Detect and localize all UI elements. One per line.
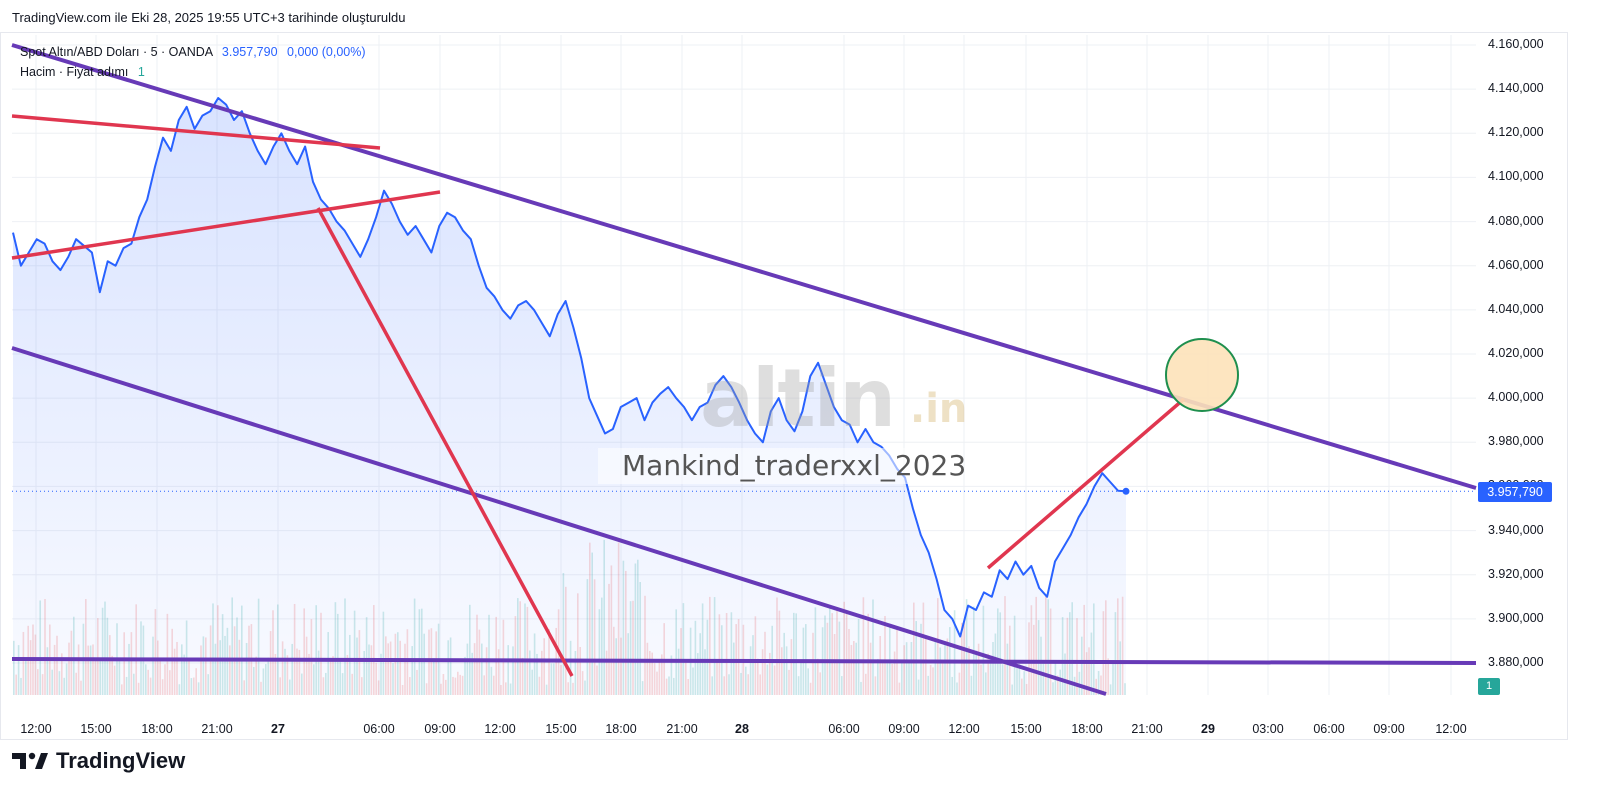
time-axis-tick: 06:00 — [363, 722, 395, 736]
legend-volume-label[interactable]: Hacim · Fiyat adımı — [20, 65, 129, 79]
resistance-trendline — [11, 114, 381, 150]
legend-change: 0,000 (0,00%) — [287, 45, 366, 59]
price-axis-tick: 3.920,000 — [1488, 566, 1544, 581]
channel-upper-line — [11, 43, 1477, 490]
time-axis-tick: 21:00 — [666, 722, 698, 736]
time-axis-tick: 09:00 — [424, 722, 456, 736]
target-projection-line — [986, 397, 1186, 570]
chart-pane[interactable] — [0, 32, 1568, 740]
price-axis-tick: 4.080,000 — [1488, 213, 1544, 228]
last-price-tag: 3.957,790 — [1478, 482, 1552, 502]
price-line — [12, 97, 1127, 638]
time-axis-tick: 12:00 — [948, 722, 980, 736]
time-axis-tick: 15:00 — [1010, 722, 1042, 736]
time-axis-tick: 06:00 — [1313, 722, 1345, 736]
rising-trendline — [11, 190, 441, 260]
watermark-username: Mankind_traderxxl_2023 — [598, 448, 966, 484]
price-area — [13, 98, 1126, 695]
price-axis-tick: 4.140,000 — [1488, 81, 1544, 96]
volume-tag: 1 — [1478, 678, 1500, 695]
time-axis-tick: 15:00 — [545, 722, 577, 736]
tradingview-brand[interactable]: TradingView — [12, 748, 185, 774]
price-axis-tick: 4.120,000 — [1488, 125, 1544, 140]
chart-legend: Spot Altın/ABD Doları · 5 · OANDA 3.957,… — [20, 42, 366, 82]
time-axis-tick: 18:00 — [1071, 722, 1103, 736]
price-axis-tick: 4.160,000 — [1488, 37, 1544, 51]
time-axis-tick: 15:00 — [80, 722, 112, 736]
time-axis-tick: 27 — [271, 722, 285, 736]
last-price-dot — [1122, 487, 1130, 495]
time-axis-tick: 12:00 — [20, 722, 52, 736]
time-axis-tick: 12:00 — [1435, 722, 1467, 736]
price-axis-tick: 4.100,000 — [1488, 169, 1544, 184]
snapshot-caption: TradingView.com ile Eki 28, 2025 19:55 U… — [12, 10, 406, 25]
price-axis-tick: 4.040,000 — [1488, 301, 1544, 316]
channel-lower-line — [11, 346, 1107, 696]
time-axis-tick: 21:00 — [201, 722, 233, 736]
legend-last-price: 3.957,790 — [221, 45, 278, 59]
price-axis-tick: 4.060,000 — [1488, 257, 1544, 272]
price-axis-tick: 3.880,000 — [1488, 655, 1544, 669]
legend-volume-value: 1 — [137, 65, 145, 79]
price-axis-tick: 4.020,000 — [1488, 346, 1544, 360]
time-axis-tick: 18:00 — [141, 722, 173, 736]
target-zone-circle — [1165, 338, 1239, 412]
legend-symbol[interactable]: Spot Altın/ABD Doları · 5 · OANDA — [20, 45, 213, 59]
time-axis-tick: 09:00 — [888, 722, 920, 736]
time-axis-tick: 18:00 — [605, 722, 637, 736]
tradingview-logo-icon — [12, 752, 48, 769]
tradingview-wordmark: TradingView — [56, 748, 186, 773]
price-axis-tick: 4.000,000 — [1488, 390, 1544, 405]
time-axis-tick: 12:00 — [484, 722, 516, 736]
support-line — [11, 657, 1477, 665]
breakdown-line — [316, 207, 574, 677]
time-axis-tick: 28 — [735, 722, 749, 736]
price-axis-tick: 3.900,000 — [1488, 610, 1544, 625]
time-axis-tick: 03:00 — [1252, 722, 1284, 736]
time-axis-tick: 29 — [1201, 722, 1215, 736]
time-axis-tick: 21:00 — [1131, 722, 1163, 736]
watermark-logo: altin — [700, 352, 896, 445]
time-axis-tick: 09:00 — [1373, 722, 1405, 736]
price-axis-tick: 3.980,000 — [1488, 434, 1544, 449]
price-axis-tick: 3.940,000 — [1488, 522, 1544, 537]
watermark-suffix: .in — [910, 386, 968, 432]
time-axis-tick: 06:00 — [828, 722, 860, 736]
